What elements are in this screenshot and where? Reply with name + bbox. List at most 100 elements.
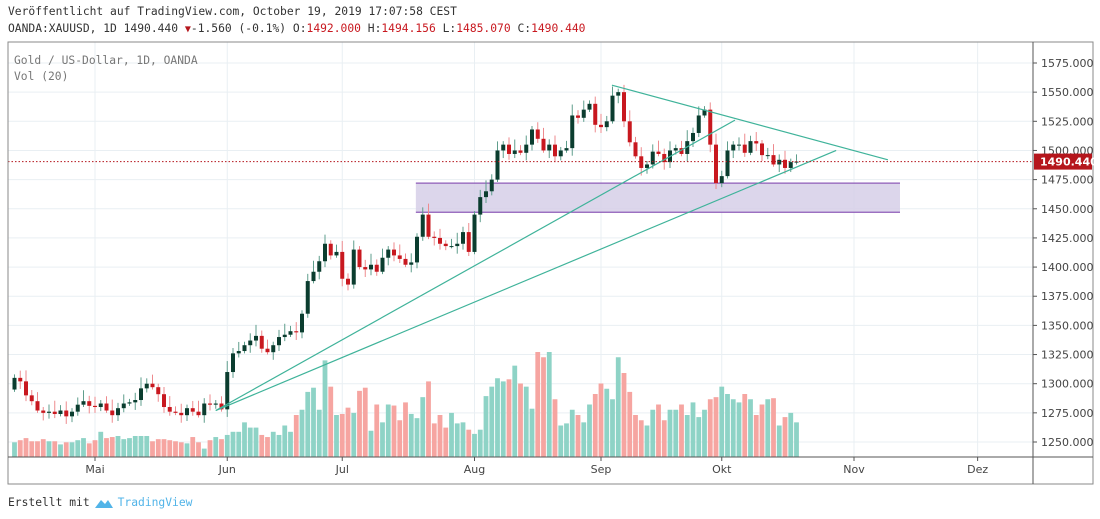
candle-body bbox=[530, 129, 534, 145]
volume-bar bbox=[644, 425, 650, 457]
volume-bar bbox=[46, 441, 52, 457]
time-tick-label: Dez bbox=[967, 463, 988, 476]
price-tick-label: 1300.000 bbox=[1041, 378, 1094, 391]
candle-body bbox=[121, 403, 126, 409]
volume-bar bbox=[104, 438, 109, 457]
candle-body bbox=[478, 197, 483, 215]
candle-body bbox=[12, 377, 17, 390]
volume-bar bbox=[782, 417, 788, 457]
volume-bar bbox=[52, 441, 58, 457]
candle-body bbox=[581, 109, 586, 118]
candle-body bbox=[144, 383, 149, 389]
price-tick-label: 1250.000 bbox=[1041, 436, 1094, 449]
candle-body bbox=[765, 155, 770, 157]
candle-body bbox=[219, 403, 224, 410]
tradingview-brand[interactable]: TradingView bbox=[117, 496, 193, 509]
volume-bar bbox=[40, 439, 46, 457]
candle-body bbox=[501, 144, 506, 151]
candle-body bbox=[173, 411, 178, 413]
open-value: 1492.000 bbox=[306, 22, 361, 35]
volume-bar bbox=[397, 420, 403, 457]
time-tick-label: Nov bbox=[843, 463, 865, 476]
candle-body bbox=[357, 249, 362, 268]
candle-body bbox=[116, 408, 120, 416]
low-label: L: bbox=[442, 22, 457, 35]
candle-body bbox=[265, 348, 270, 353]
candle-body bbox=[461, 232, 465, 244]
volume-bar bbox=[460, 422, 466, 457]
volume-bar bbox=[339, 413, 345, 457]
volume-bar bbox=[598, 383, 604, 457]
volume-bar bbox=[518, 383, 523, 457]
candle-body bbox=[420, 214, 425, 237]
volume-bar bbox=[431, 423, 437, 457]
volume-bar bbox=[150, 441, 155, 457]
candle-body bbox=[323, 243, 327, 262]
volume-bar bbox=[299, 409, 305, 457]
candle-body bbox=[760, 143, 764, 156]
candle-body bbox=[363, 267, 368, 270]
candle-body bbox=[725, 150, 730, 177]
volume-bar bbox=[523, 386, 529, 457]
candle-body bbox=[167, 407, 172, 412]
volume-bar bbox=[690, 402, 696, 457]
volume-bar bbox=[759, 404, 765, 457]
volume-bar bbox=[552, 399, 558, 457]
volume-bar bbox=[454, 423, 460, 457]
candle-body bbox=[150, 383, 155, 388]
candle-body bbox=[466, 232, 471, 252]
candle-body bbox=[24, 381, 28, 396]
volume-bar bbox=[426, 381, 431, 457]
candle-body bbox=[93, 405, 97, 408]
candle-body bbox=[495, 150, 500, 180]
high-label: H: bbox=[367, 22, 382, 35]
symbol-price: OANDA:XAUUSD, 1D 1490.440 bbox=[8, 22, 179, 35]
candle-body bbox=[783, 159, 787, 168]
volume-bar bbox=[483, 396, 489, 457]
candle-body bbox=[29, 395, 34, 402]
candle-body bbox=[731, 144, 736, 151]
candle-body bbox=[438, 237, 442, 244]
candle-body bbox=[139, 388, 143, 401]
volume-bar bbox=[207, 440, 213, 457]
candle-body bbox=[288, 331, 293, 335]
price-tick-label: 1525.000 bbox=[1041, 115, 1094, 128]
time-tick-label: Mai bbox=[85, 463, 104, 476]
volume-bar bbox=[132, 436, 138, 457]
candle-body bbox=[415, 236, 419, 263]
candle-body bbox=[484, 191, 488, 198]
candle-body bbox=[685, 141, 690, 154]
volume-bar bbox=[466, 429, 472, 457]
volume-bar bbox=[633, 415, 638, 457]
support-line-steep bbox=[215, 119, 736, 412]
candle-body bbox=[18, 377, 23, 382]
volume-bar bbox=[127, 438, 132, 457]
volume-bar bbox=[610, 399, 615, 457]
volume-bar bbox=[679, 404, 684, 457]
candle-body bbox=[403, 258, 408, 265]
volume-bar bbox=[362, 387, 368, 457]
candle-body bbox=[254, 335, 258, 341]
volume-bar bbox=[144, 436, 150, 457]
candle-body bbox=[633, 142, 638, 157]
candle-body bbox=[639, 156, 644, 168]
volume-bar bbox=[242, 422, 247, 457]
volume-bar bbox=[656, 404, 661, 457]
candle-body bbox=[788, 162, 793, 168]
candle-body bbox=[104, 403, 109, 411]
candle-body bbox=[35, 401, 40, 411]
candle-body bbox=[673, 148, 678, 151]
volume-bar bbox=[190, 437, 196, 457]
volume-bar bbox=[587, 404, 592, 457]
candle-body bbox=[748, 141, 753, 153]
volume-bar bbox=[558, 425, 564, 457]
candle-body bbox=[190, 408, 195, 412]
candle-body bbox=[472, 214, 477, 252]
volume-bar bbox=[667, 409, 673, 457]
volume-bar bbox=[564, 423, 569, 457]
candle-body bbox=[426, 214, 431, 237]
volume-bar bbox=[109, 437, 115, 457]
candle-body bbox=[236, 351, 241, 354]
candle-body bbox=[622, 92, 626, 122]
